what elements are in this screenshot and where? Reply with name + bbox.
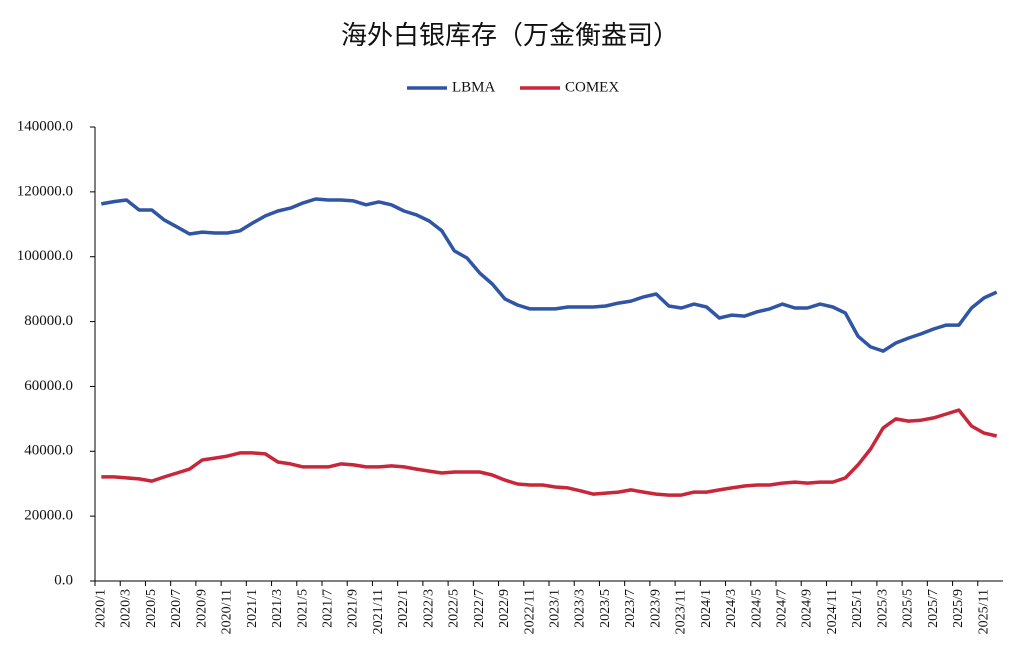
x-tick-label: 2025/3 [875,589,890,628]
y-tick-label: 40000.0 [24,443,73,459]
y-tick-label: 20000.0 [24,508,73,524]
x-tick-label: 2021/5 [295,589,310,628]
x-tick-label: 2020/9 [194,589,209,628]
chart-title: 海外白银库存（万金衡盎司） [341,21,679,50]
x-tick-label: 2025/1 [850,589,865,628]
x-tick-label: 2022/7 [472,589,487,628]
x-tick-label: 2021/3 [270,589,285,628]
legend-label: COMEX [565,79,619,95]
y-tick-label: 80000.0 [24,313,73,329]
x-tick-label: 2024/9 [800,589,815,628]
x-tick-label: 2022/11 [522,589,537,634]
y-tick-label: 140000.0 [17,118,73,134]
x-tick-label: 2024/1 [699,589,714,628]
x-tick-label: 2024/3 [724,589,739,628]
x-tick-label: 2023/1 [548,589,563,628]
x-tick-label: 2023/5 [598,589,613,628]
x-tick-label: 2022/1 [396,589,411,628]
x-tick-label: 2020/7 [169,589,184,628]
x-tick-label: 2021/11 [371,589,386,634]
y-tick-label: 0.0 [54,572,73,588]
x-tick-label: 2025/9 [951,589,966,628]
x-tick-label: 2025/5 [901,589,916,628]
legend-label: LBMA [452,79,496,95]
x-tick-label: 2024/7 [775,589,790,628]
x-tick-label: 2020/3 [119,589,134,628]
series-line [101,408,998,497]
x-tick-label: 2020/1 [94,589,109,628]
x-tick-label: 2023/11 [674,589,689,634]
series-line [100,197,998,353]
y-tick-label: 60000.0 [24,378,73,394]
x-tick-label: 2021/9 [346,589,361,628]
y-tick-label: 120000.0 [17,183,73,199]
x-tick-label: 2020/5 [144,589,159,628]
x-tick-label: 2023/7 [623,589,638,628]
y-tick-label: 100000.0 [17,248,73,264]
x-tick-label: 2021/7 [321,589,336,628]
x-tick-label: 2023/9 [648,589,663,628]
x-tick-label: 2024/5 [749,589,764,628]
x-tick-label: 2024/11 [825,589,840,634]
x-tick-label: 2022/9 [497,589,512,628]
x-tick-label: 2023/3 [573,589,588,628]
x-tick-label: 2025/7 [926,589,941,628]
x-tick-label: 2022/5 [447,589,462,628]
x-tick-label: 2025/11 [976,589,991,634]
x-tick-label: 2021/1 [245,589,260,628]
x-tick-label: 2022/3 [421,589,436,628]
x-tick-label: 2020/11 [220,589,235,634]
